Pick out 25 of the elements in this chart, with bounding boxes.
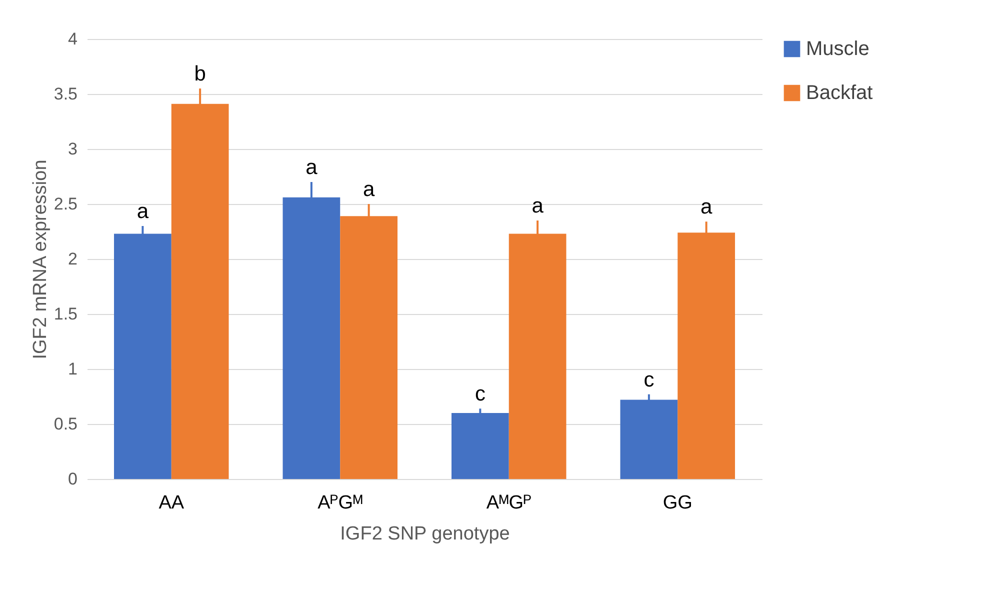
data-label: a xyxy=(136,200,149,223)
y-tick-label: 1.5 xyxy=(54,304,78,324)
x-tick-label: AA xyxy=(158,492,184,514)
y-axis-title: IGF2 mRNA expression xyxy=(30,160,51,360)
data-label: c xyxy=(474,382,486,406)
y-tick-label: 3.5 xyxy=(54,84,78,104)
y-tick-label: 4 xyxy=(68,30,78,48)
x-tick-label: AᴾGᴹ xyxy=(318,492,363,514)
y-tick-label: 2 xyxy=(68,250,78,268)
data-label: b xyxy=(194,62,206,86)
data-label: c xyxy=(644,368,654,392)
x-tick-label: AᴹGᴾ xyxy=(486,492,532,514)
y-tick-label: 0.5 xyxy=(54,414,78,434)
data-label: a xyxy=(700,196,712,219)
legend-label: Backfat xyxy=(806,82,874,104)
data-label: a xyxy=(306,156,318,179)
y-tick-label: 3 xyxy=(68,140,78,158)
y-tick-label: 0 xyxy=(68,470,78,488)
x-axis-title: IGF2 SNP genotype xyxy=(340,524,510,544)
x-tick-label: GG xyxy=(662,492,692,514)
y-tick-label: 1 xyxy=(68,360,78,378)
legend-label: Muscle xyxy=(806,38,870,60)
data-label: a xyxy=(532,194,544,218)
y-tick-label: 2.5 xyxy=(54,194,78,214)
data-label: a xyxy=(362,178,375,201)
